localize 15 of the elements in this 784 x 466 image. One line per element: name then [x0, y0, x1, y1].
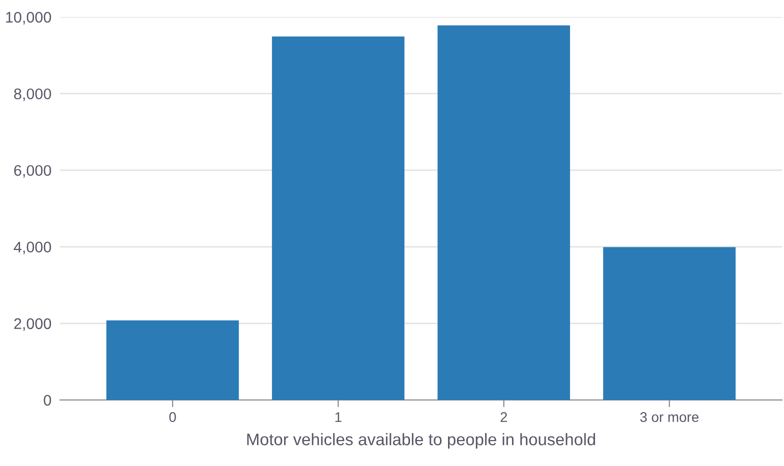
y-tick-label: 10,000	[6, 12, 52, 24]
x-tick-label: 0	[169, 412, 176, 422]
x-tick-label: 2	[500, 412, 507, 422]
bar	[603, 247, 736, 400]
y-tick-label: 2,000	[14, 318, 52, 331]
x-axis-title: Motor vehicles available to people in household	[247, 433, 596, 449]
x-tick-label: 3 or more	[640, 412, 698, 422]
y-tick-label: 8,000	[14, 88, 52, 102]
y-tick-label: 4,000	[14, 242, 52, 254]
bar	[438, 25, 570, 400]
y-tick-label: 0	[44, 394, 52, 406]
bar	[272, 36, 404, 400]
x-tick-label: 1	[335, 412, 342, 422]
bar	[106, 320, 239, 400]
y-tick-label: 6,000	[14, 165, 52, 178]
